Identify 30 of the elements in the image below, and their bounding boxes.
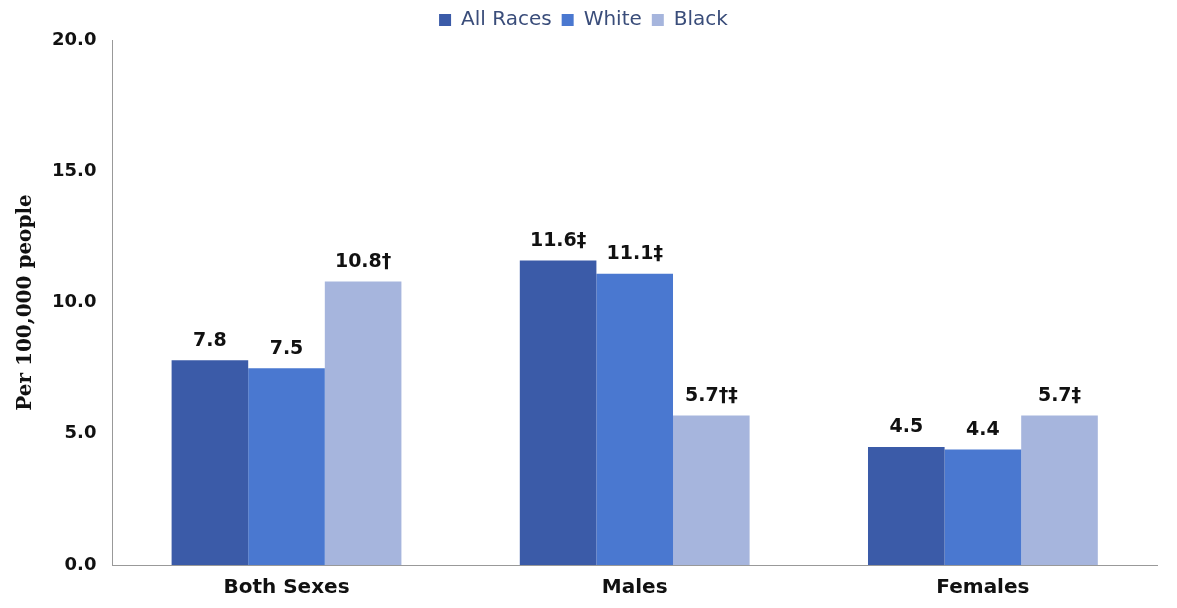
data-label: 10.8† — [334, 248, 392, 271]
legend-label: All Races — [461, 6, 552, 31]
data-label: 7.8 — [193, 327, 227, 350]
x-tick-label: Females — [936, 574, 1030, 599]
data-label: 5.7†‡ — [684, 382, 738, 405]
data-label: 7.5 — [269, 335, 304, 358]
data-label: 4.4 — [966, 416, 1000, 439]
x-tick-label: Males — [601, 574, 668, 599]
y-tick-label: 5.0 — [64, 421, 97, 443]
data-label: 11.1‡ — [606, 241, 663, 264]
legend-label: White — [583, 6, 642, 31]
y-tick-label: 0.0 — [64, 552, 97, 574]
y-tick-label: 20.0 — [51, 27, 97, 49]
data-label: 4.5 — [889, 414, 924, 437]
bar — [944, 449, 1022, 565]
x-tick-label: Both Sexes — [223, 574, 350, 599]
data-label: 11.6‡ — [529, 227, 587, 250]
legend-label: Black — [673, 6, 729, 31]
y-tick-label: 15.0 — [51, 158, 97, 180]
bar — [1021, 415, 1098, 565]
bar — [171, 360, 249, 565]
y-tick-label: 10.0 — [51, 290, 97, 312]
y-axis-title: Per 100,000 people — [12, 194, 37, 411]
bar — [519, 260, 597, 565]
bar — [596, 273, 674, 565]
bar — [324, 281, 402, 565]
bar — [673, 415, 750, 565]
data-label: 5.7‡ — [1037, 382, 1082, 405]
bar — [868, 446, 945, 565]
bar — [248, 368, 325, 565]
